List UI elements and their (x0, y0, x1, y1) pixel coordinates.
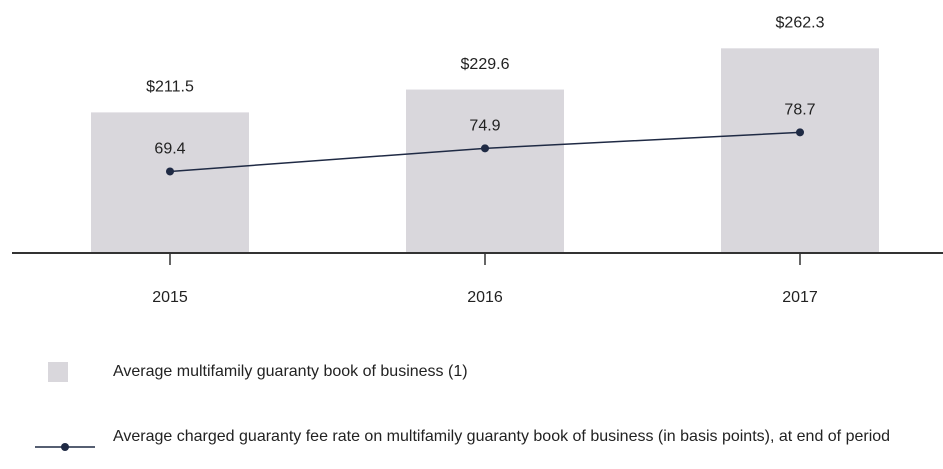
value-label: $262.3 (776, 15, 825, 32)
bar (406, 89, 564, 253)
value-label: 78.7 (784, 102, 815, 119)
bar (91, 112, 249, 253)
x-tick-label: 2017 (782, 289, 818, 306)
x-tick-label: 2016 (467, 289, 503, 306)
value-label: 74.9 (469, 118, 500, 135)
x-tick-label: 2015 (152, 289, 188, 306)
value-label: $211.5 (146, 79, 194, 96)
legend-label: Average multifamily guaranty book of bus… (113, 363, 468, 380)
legend-point (61, 443, 69, 451)
point (166, 167, 174, 176)
point (481, 144, 489, 153)
bar (721, 48, 879, 253)
legend-label: Average charged guaranty fee rate on mul… (113, 428, 891, 445)
legend-swatch (48, 362, 68, 382)
point (796, 128, 804, 137)
value-label: 69.4 (154, 141, 185, 158)
value-label: $229.6 (461, 56, 510, 73)
